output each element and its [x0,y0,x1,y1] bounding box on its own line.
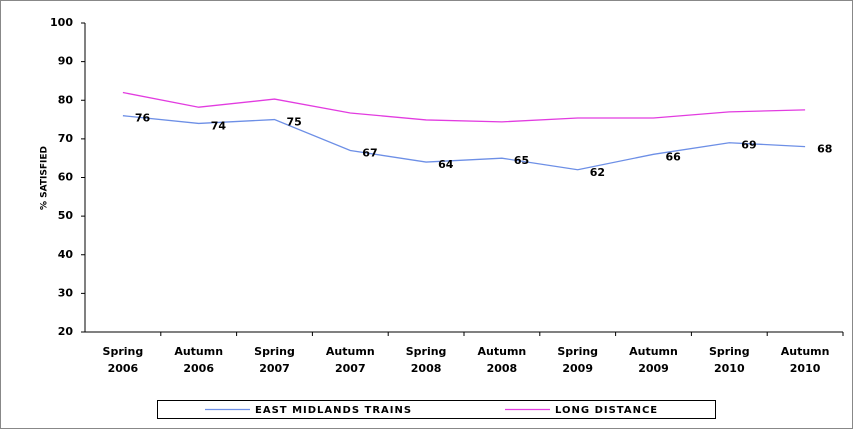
x-tick-label-line: Autumn [326,345,375,358]
data-label: 68 [817,143,832,156]
x-tick-label: Autumn 2007 [326,345,375,375]
x-tick-label-line: 2009 [638,362,669,375]
x-tick-label-line: Spring [557,345,598,358]
data-label: 66 [666,150,682,163]
x-tick-label-line: 2009 [562,362,593,375]
x-tick-label: Autumn 2008 [478,345,527,375]
y-tick-label: 90 [58,55,74,68]
x-tick-label-line: Autumn [478,345,527,358]
data-label: 62 [590,166,605,179]
y-axis-label: % SATISFIED [40,146,50,210]
x-tick-label-line: 2010 [790,362,821,375]
x-tick-label-line: Autumn [781,345,830,358]
x-tick-label: Autumn 2010 [781,345,830,375]
data-label: 69 [741,139,756,152]
y-tick-label: 40 [58,248,74,261]
x-tick-label: Spring 2010 [709,345,750,375]
x-tick-label-line: Autumn [174,345,223,358]
x-tick-label: Autumn 2009 [629,345,678,375]
x-tick-label-line: 2007 [335,362,366,375]
x-tick-label-line: 2006 [108,362,139,375]
x-tick-label: Spring 2006 [103,345,144,375]
x-tick-label-line: Spring [254,345,295,358]
y-tick-label: 30 [58,286,74,299]
x-tick-label: Spring 2009 [557,345,598,375]
data-label: 75 [287,116,302,129]
data-label: 76 [135,112,151,125]
x-tick-label-line: 2008 [487,362,518,375]
data-label: 64 [438,158,454,171]
series-line [122,115,806,171]
data-label: 74 [211,119,227,132]
y-tick-label: 60 [58,171,74,184]
y-tick-label: 70 [58,132,74,145]
x-tick-label-line: Spring [103,345,144,358]
x-tick-label-line: Spring [406,345,447,358]
y-tick-label: 80 [58,93,74,106]
data-label: 67 [362,146,377,159]
x-tick-label-line: 2007 [259,362,290,375]
y-tick-label: 20 [58,325,74,338]
x-tick-label: Autumn 2006 [174,345,223,375]
legend-box [157,400,716,419]
x-tick-label-line: 2010 [714,362,745,375]
x-tick-label: Spring 2008 [406,345,447,375]
y-tick-label: 50 [58,209,74,222]
legend-label: LONG DISTANCE [555,405,658,416]
series-line [122,91,806,123]
y-tick-label: 100 [50,16,73,29]
x-tick-label-line: 2008 [411,362,442,375]
data-label: 65 [514,154,529,167]
x-tick-label-line: Autumn [629,345,678,358]
x-tick-label-line: 2006 [183,362,214,375]
legend-label: EAST MIDLANDS TRAINS [255,405,412,416]
x-tick-label-line: Spring [709,345,750,358]
x-tick-label: Spring 2007 [254,345,295,375]
